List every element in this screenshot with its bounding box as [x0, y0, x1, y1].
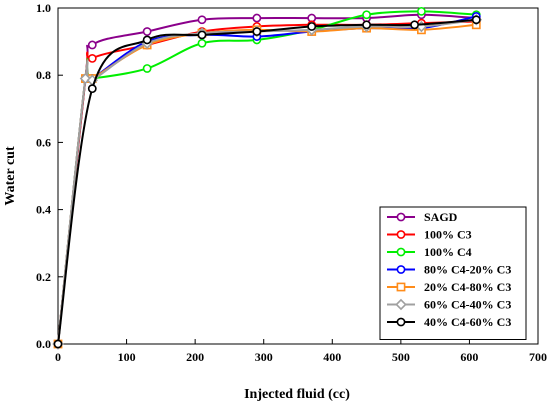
x-tick-label: 0 [55, 350, 61, 364]
plot-area: 0 100 200 300 400 500 600 700 0.0 0.2 0.4 0.6 0.8 1.0 [36, 1, 547, 364]
x-axis-title: Injected fluid (cc) [244, 387, 350, 402]
y-tick-label: 1.0 [36, 1, 51, 15]
data-point [252, 27, 262, 36]
legend-entry: 100% C3 [387, 228, 472, 242]
data-point [252, 13, 262, 23]
legend-marker [396, 247, 406, 257]
legend-entry: 60% C4-40% C3 [387, 298, 511, 312]
data-point [410, 20, 419, 30]
data-point [417, 6, 426, 16]
x-tick-label: 600 [460, 350, 478, 364]
data-point [142, 35, 152, 45]
y-tick-label: 0.4 [36, 203, 51, 217]
legend-label: 60% C4-40% C3 [424, 298, 511, 312]
legend-entry: SAGD [387, 210, 458, 224]
legend-label: 40% C4-60% C3 [424, 315, 511, 329]
data-point [197, 38, 207, 48]
data-point [362, 10, 371, 20]
data-point [142, 64, 152, 73]
y-tick-label: 0.2 [36, 270, 51, 284]
x-tick-label: 700 [529, 350, 547, 364]
legend-entry: 40% C4-60% C3 [387, 315, 511, 329]
series-line [57, 18, 477, 345]
legend-entry: 100% C4 [387, 245, 472, 259]
legend-label: SAGD [424, 210, 458, 224]
legend-marker [396, 212, 406, 222]
data-point [53, 339, 63, 349]
x-tick-label: 300 [255, 350, 273, 364]
legend-marker [396, 317, 406, 327]
data-point [197, 30, 207, 40]
legend-marker [396, 282, 406, 292]
data-point [87, 54, 97, 63]
y-tick-label: 0.8 [36, 68, 51, 82]
data-point [471, 15, 481, 25]
legend-label: 20% C4-80% C3 [424, 280, 511, 294]
x-tick-label: 200 [186, 350, 204, 364]
data-point [87, 40, 97, 50]
x-tick-label: 100 [118, 350, 136, 364]
x-tick-label: 400 [323, 350, 341, 364]
data-point [79, 72, 92, 85]
series-7 [53, 15, 481, 349]
legend-marker [395, 298, 407, 311]
legend-label: 80% C4-20% C3 [424, 263, 511, 277]
legend-label: 100% C3 [424, 228, 472, 242]
legend-label: 100% C4 [424, 245, 472, 259]
legend-marker [396, 230, 406, 239]
data-point [307, 22, 317, 31]
data-point [142, 27, 152, 36]
data-point [197, 15, 207, 25]
legend: SAGD 100% C3 100% C4 80% C4-20% C3 20% C4-80… [379, 206, 527, 340]
x-tick-label: 500 [392, 350, 410, 364]
legend-entry: 20% C4-80% C3 [387, 280, 511, 294]
legend-box [379, 206, 527, 340]
data-point [362, 20, 371, 30]
data-point [87, 84, 97, 94]
y-axis-title: Water cut [3, 146, 18, 206]
legend-marker [396, 265, 406, 274]
plot-frame [57, 7, 539, 345]
legend-entry: 80% C4-20% C3 [387, 263, 511, 277]
y-tick-label: 0.0 [36, 337, 51, 351]
y-tick-label: 0.6 [36, 135, 51, 149]
